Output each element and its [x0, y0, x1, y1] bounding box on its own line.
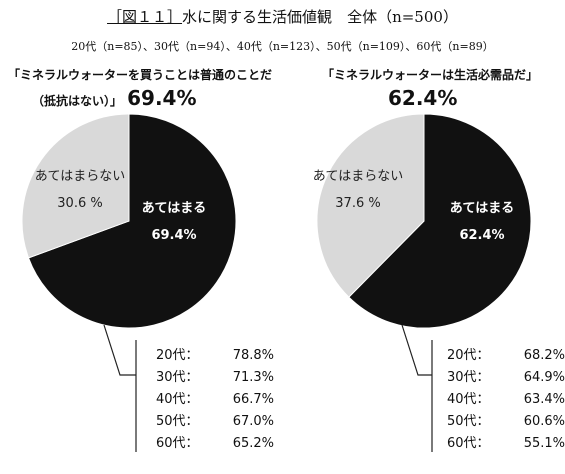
right-question-line1: 「ミネラルウォーターは生活必需品だ」	[322, 68, 539, 82]
age-group-value: 71.3%	[232, 370, 274, 385]
left-headline-value: 69.4%	[127, 86, 197, 110]
right-breakdown-row: 40代： 63.4%	[447, 388, 565, 410]
left-question-line1: 「ミネラルウォーターを買うことは普通のことだ	[8, 68, 273, 82]
left-slice-label-not-applies: あてはまらない	[35, 169, 125, 184]
right-age-breakdown: 20代： 68.2% 30代： 64.9% 40代： 63.4% 50代： 60.6% 60代：…	[447, 344, 565, 454]
left-breakdown-row: 30代： 71.3%	[156, 366, 274, 388]
right-breakdown-row: 50代： 60.6%	[447, 410, 565, 432]
age-group-label: 60代：	[447, 436, 490, 451]
age-group-value: 55.1%	[523, 436, 565, 451]
right-slice-label-not-applies: あてはまらない	[313, 169, 403, 184]
left-breakdown-row: 40代： 66.7%	[156, 388, 274, 410]
left-breakdown-row: 60代： 65.2%	[156, 432, 274, 454]
age-group-label: 20代：	[156, 348, 199, 363]
left-slice-value-not-applies: 30.6 %	[57, 196, 102, 211]
sample-size-line: 20代（n=85）、30代（n=94）、40代（n=123）、50代（n=109…	[71, 40, 494, 53]
title-total: 全体（n=500）	[347, 8, 458, 26]
left-slice-label-applies: あてはまる	[142, 201, 206, 216]
right-slice-value-not-applies: 37.6 %	[335, 196, 380, 211]
age-group-label: 30代：	[447, 370, 490, 385]
age-group-value: 78.8%	[232, 348, 274, 363]
age-group-value: 63.4%	[523, 392, 565, 407]
age-group-label: 30代：	[156, 370, 199, 385]
age-group-label: 20代：	[447, 348, 490, 363]
age-group-label: 60代：	[156, 436, 199, 451]
left-leader-line	[103, 324, 136, 376]
age-group-label: 50代：	[447, 414, 490, 429]
age-group-label: 40代：	[447, 392, 490, 407]
title-prefix: ［図１１］	[107, 8, 183, 26]
age-group-label: 40代：	[156, 392, 199, 407]
title-main: 水に関する生活価値観	[182, 8, 333, 26]
chart-title: ［図１１］水に関する生活価値観 全体（n=500）	[0, 6, 565, 27]
left-pie-slice-applies	[27, 113, 237, 329]
left-question-line2: （抵抗はない）」	[32, 94, 123, 108]
right-pie-slice-not-applies	[316, 113, 425, 298]
right-leader-line	[401, 324, 432, 376]
age-group-value: 65.2%	[232, 436, 274, 451]
right-slice-value-applies: 62.4%	[459, 228, 504, 243]
age-group-value: 66.7%	[232, 392, 274, 407]
left-slice-value-applies: 69.4%	[151, 228, 196, 243]
left-question-row2: （抵抗はない）」 69.4%	[32, 86, 197, 110]
left-breakdown-row: 50代： 67.0%	[156, 410, 274, 432]
right-slice-label-applies: あてはまる	[450, 201, 514, 216]
age-group-value: 64.9%	[523, 370, 565, 385]
age-group-value: 68.2%	[523, 348, 565, 363]
right-headline-value: 62.4%	[388, 86, 458, 110]
left-breakdown-row: 20代： 78.8%	[156, 344, 274, 366]
left-age-breakdown: 20代： 78.8% 30代： 71.3% 40代： 66.7% 50代： 67.0% 60代：…	[156, 344, 274, 454]
right-pie-slice-applies	[348, 113, 532, 329]
right-breakdown-row: 30代： 64.9%	[447, 366, 565, 388]
age-group-value: 60.6%	[523, 414, 565, 429]
age-group-value: 67.0%	[232, 414, 274, 429]
left-pie-slice-not-applies	[21, 113, 130, 259]
age-group-label: 50代：	[156, 414, 199, 429]
right-breakdown-row: 60代： 55.1%	[447, 432, 565, 454]
right-breakdown-row: 20代： 68.2%	[447, 344, 565, 366]
